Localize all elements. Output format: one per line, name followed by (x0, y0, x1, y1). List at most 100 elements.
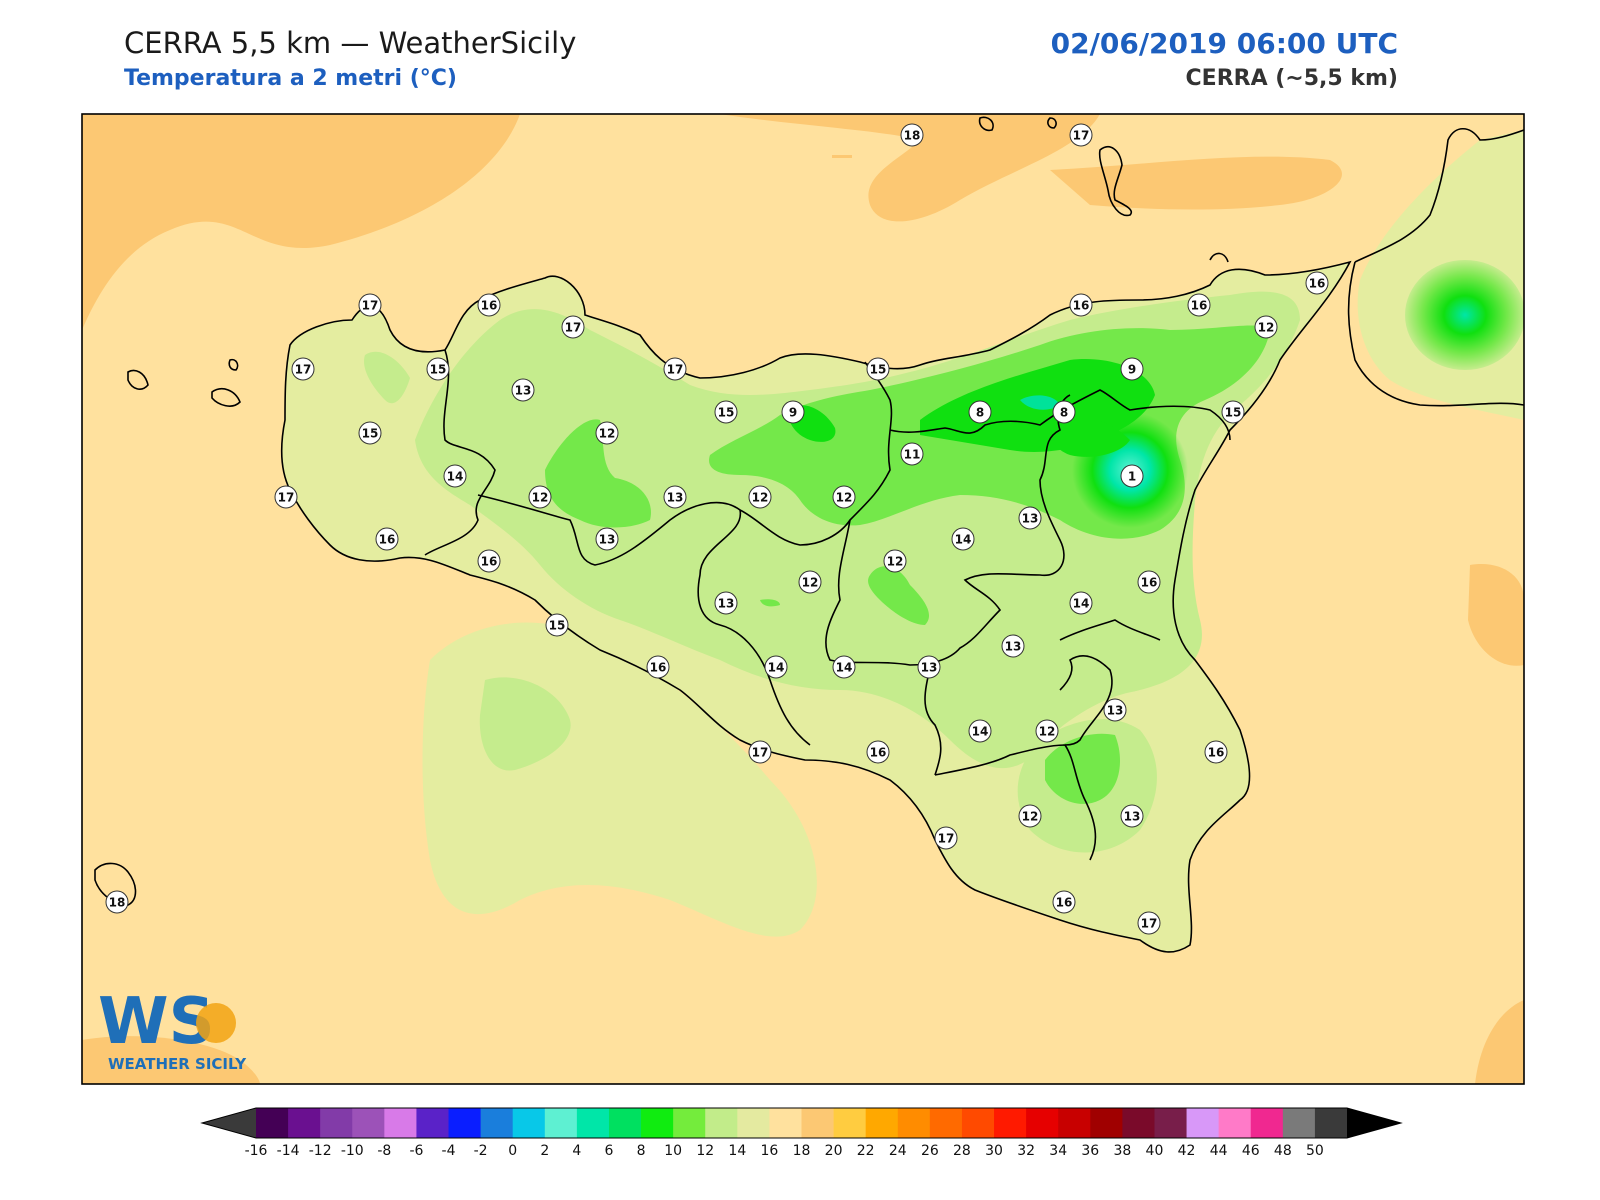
station-value: 8 (976, 406, 984, 420)
station-circle (968, 719, 992, 743)
station-circle (477, 549, 501, 573)
colorbar-tick-label: 36 (1081, 1143, 1099, 1159)
station-value: 16 (379, 533, 396, 547)
sicily-field-12-iblei (1045, 733, 1120, 804)
station-value: 13 (1124, 810, 1141, 824)
station-value: 12 (752, 491, 769, 505)
station-circle (528, 485, 552, 509)
station-marker: 13 (1001, 634, 1025, 658)
station-marker: 17 (1069, 123, 1093, 147)
colorbar-tick-label: -6 (409, 1143, 423, 1159)
colorbar-tick-label: -8 (377, 1143, 391, 1159)
station-value: 16 (481, 555, 498, 569)
station-value: 13 (515, 384, 532, 398)
station-value: 16 (1208, 746, 1225, 760)
aeolian-islands (978, 116, 1133, 217)
aeolian-stripe (832, 155, 852, 158)
colorbar-swatch (1154, 1108, 1188, 1138)
colorbar-swatch (994, 1108, 1027, 1138)
colorbar-swatch (448, 1108, 482, 1138)
colorbar-swatch (1314, 1108, 1348, 1138)
station-circle (900, 442, 924, 466)
station-marker: 8 (968, 400, 992, 424)
station-marker: 16 (1052, 890, 1076, 914)
ustica-island (94, 862, 137, 906)
province-boundary-trapani (424, 349, 496, 556)
colorbar-legend: -16 -14 -12 -10 -8 -6 -4 -2 0 2 4 6 8 10 12 14 16 18 20 22 2… (200, 1107, 1403, 1159)
station-marker: 9 (781, 400, 805, 424)
station-value: 18 (109, 896, 126, 910)
sicily-coastline (280, 260, 1352, 953)
colorbar-tick-label: -2 (474, 1143, 488, 1159)
colorbar-tick-label: 34 (1049, 1143, 1067, 1159)
station-value: 11 (904, 448, 921, 462)
station-circle (781, 400, 805, 424)
colorbar-swatch (1058, 1108, 1091, 1138)
station-circle (663, 485, 687, 509)
colorbar-swatch (352, 1108, 385, 1138)
station-marker: 14 (968, 719, 992, 743)
station-marker: 16 (1137, 570, 1161, 594)
station-marker: 16 (1187, 293, 1211, 317)
station-marker: 11 (900, 442, 924, 466)
station-circle (798, 570, 822, 594)
station-value: 12 (599, 427, 616, 441)
station-marker: 16 (375, 527, 399, 551)
colorbar-swatch (769, 1108, 802, 1138)
logo-wordmark: WEATHER SICILY (108, 1055, 247, 1073)
station-circle (1204, 740, 1228, 764)
station-circle (951, 527, 975, 551)
station-marker: 12 (748, 485, 772, 509)
station-value: 16 (481, 299, 498, 313)
station-marker: 17 (358, 293, 382, 317)
colorbar-swatch (1218, 1108, 1252, 1138)
station-value: 14 (955, 533, 972, 547)
cool-patch-sicily-channel (479, 677, 571, 771)
station-marker: 13 (1018, 506, 1042, 530)
station-circle (358, 293, 382, 317)
station-marker: 16 (1305, 271, 1329, 295)
colorbar-tick-label: 32 (1017, 1143, 1035, 1159)
station-value: 12 (532, 491, 549, 505)
station-marker: 13 (1103, 698, 1127, 722)
station-value: 13 (1005, 640, 1022, 654)
province-boundary-messina (889, 389, 1231, 441)
station-value: 16 (650, 661, 667, 675)
station-circle (917, 655, 941, 679)
station-value: 17 (667, 363, 684, 377)
station-value: 17 (362, 299, 379, 313)
station-value: 13 (921, 661, 938, 675)
station-marker: 14 (1069, 591, 1093, 615)
station-value: 17 (938, 832, 955, 846)
station-circle (883, 549, 907, 573)
station-circle (1069, 591, 1093, 615)
colorbar-swatch (288, 1108, 321, 1138)
colorbar-tick-label: 2 (540, 1143, 549, 1159)
colorbar-tick-label: -4 (442, 1143, 456, 1159)
colorbar-swatch (608, 1108, 642, 1138)
station-circle (714, 591, 738, 615)
station-marker: 13 (663, 485, 687, 509)
station-circle (561, 315, 585, 339)
station-value: 12 (887, 555, 904, 569)
station-value: 15 (1225, 406, 1242, 420)
station-marker: 16 (646, 655, 670, 679)
map-title: CERRA 5,5 km — WeatherSicily (124, 26, 577, 60)
station-marker: 16 (477, 549, 501, 573)
station-marker: 17 (561, 315, 585, 339)
station-value: 15 (870, 363, 887, 377)
station-value: 14 (1073, 597, 1090, 611)
station-value: 16 (1056, 896, 1073, 910)
station-value: 17 (278, 491, 295, 505)
colorbar-tick-label: 20 (825, 1143, 843, 1159)
sicily-field-14-west (364, 351, 410, 404)
forecast-datetime: 02/06/2019 06:00 UTC (1050, 27, 1398, 60)
station-marker: 12 (832, 485, 856, 509)
warm-sea-zone-southwest (82, 1036, 260, 1084)
station-circle (1069, 293, 1093, 317)
station-circle (832, 655, 856, 679)
station-circle (934, 826, 958, 850)
station-circle (1254, 315, 1278, 339)
station-marker: 15 (358, 421, 382, 445)
colorbar-swatch (544, 1108, 578, 1138)
